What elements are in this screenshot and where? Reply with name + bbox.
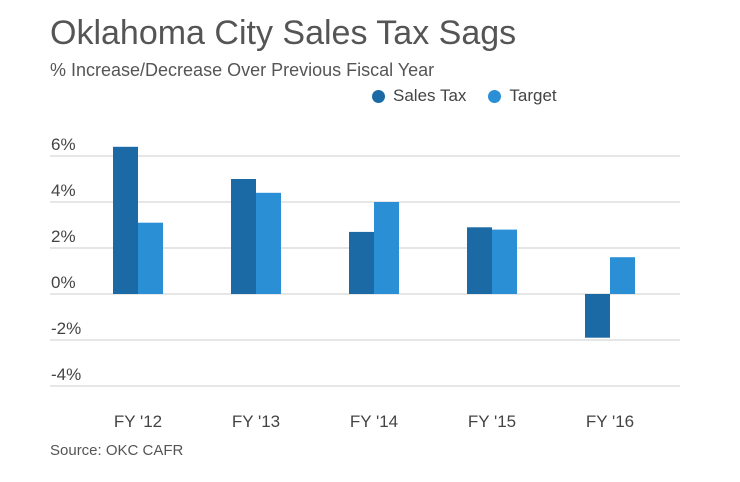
y-tick-label: -4% — [51, 365, 81, 384]
legend-label-sales-tax: Sales Tax — [393, 86, 467, 105]
x-tick-label: FY '14 — [350, 412, 398, 431]
bar-sales-tax — [231, 179, 256, 294]
bar-sales-tax — [113, 146, 138, 294]
bar-sales-tax — [467, 227, 492, 294]
x-tick-label: FY '13 — [232, 412, 280, 431]
y-tick-label: 4% — [51, 181, 76, 200]
bar-target — [610, 257, 635, 294]
x-tick-label: FY '16 — [586, 412, 634, 431]
bar-target — [492, 229, 517, 294]
bar-sales-tax — [349, 231, 374, 294]
x-tick-label: FY '15 — [468, 412, 516, 431]
legend-swatch-target — [488, 89, 502, 103]
bar-target — [374, 202, 399, 294]
bar-sales-tax — [585, 294, 610, 338]
legend: Sales Tax Target — [372, 86, 579, 106]
y-tick-label: 2% — [51, 227, 76, 246]
x-tick-label: FY '12 — [114, 412, 162, 431]
chart-title: Oklahoma City Sales Tax Sags — [50, 14, 517, 52]
legend-label-target: Target — [509, 86, 557, 105]
legend-swatch-sales-tax — [372, 89, 385, 103]
legend-item-target: Target — [488, 86, 557, 106]
y-tick-label: 6% — [51, 135, 76, 154]
legend-item-sales-tax: Sales Tax — [372, 86, 466, 106]
source-note: Source: OKC CAFR — [50, 442, 184, 459]
chart-subtitle: % Increase/Decrease Over Previous Fiscal… — [50, 60, 435, 80]
bar-target — [256, 192, 281, 294]
y-tick-label: 0% — [51, 273, 76, 292]
y-tick-label: -2% — [51, 319, 81, 338]
bar-target — [138, 222, 163, 294]
